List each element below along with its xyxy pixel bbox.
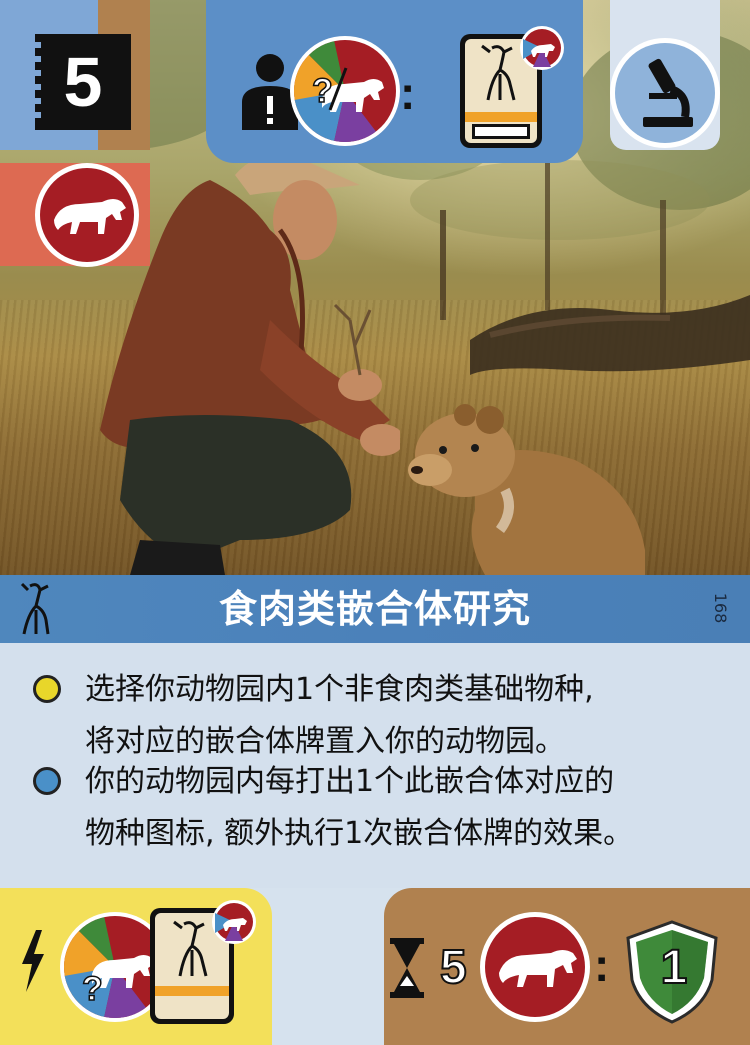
- yellow-dot-icon: [33, 675, 61, 703]
- title-banner: [0, 575, 750, 643]
- effect-text-area: [0, 643, 750, 888]
- person-alert-icon: [242, 54, 298, 130]
- requirement-colon: :: [400, 67, 416, 119]
- effect-1-line-2: 将对应的嵌合体牌置入你的动物园。: [85, 724, 565, 759]
- effect-2-line-2: 物种图标, 额外执行1次嵌合体牌的效果。: [85, 816, 634, 851]
- bottom-colon: :: [594, 939, 610, 991]
- cost-value: 5: [63, 43, 103, 121]
- multicolor-predator-small-icon: [520, 26, 564, 70]
- effect-2-line-1: 你的动物园内每打出1个此嵌合体对应的: [85, 764, 615, 799]
- hourglass-amount: 5: [439, 940, 468, 995]
- effect-1-line-1: 选择你动物园内1个非食肉类基础物种,: [85, 672, 594, 707]
- card-title: 食肉类嵌合体研究: [218, 587, 531, 631]
- predator-tag-icon: [35, 163, 139, 267]
- cost-box: [31, 34, 131, 130]
- mandrake-icon: [20, 582, 50, 635]
- blue-dot-icon: [33, 767, 61, 795]
- shield-icon: [626, 920, 718, 1024]
- multicolor-predator-bottom-small-icon: [212, 900, 256, 944]
- lightning-icon: [22, 930, 44, 992]
- predator-bottom-icon: [480, 912, 590, 1022]
- microscope-icon: [610, 38, 720, 148]
- effect-2: 你的动物园内每打出1个此嵌合体对应的 物种图标, 额外执行1次嵌合体牌的效果。: [85, 756, 725, 860]
- hourglass-icon: [390, 938, 424, 998]
- shield-value: 1: [660, 940, 689, 995]
- effect-1: 选择你动物园内1个非食肉类基础物种, 将对应的嵌合体牌置入你的动物园。: [85, 664, 725, 768]
- svg-text:?: ?: [312, 72, 333, 110]
- multicolor-predator-question-icon: ?: [290, 36, 400, 146]
- card-number: 168: [711, 592, 730, 624]
- svg-text:?: ?: [82, 970, 103, 1008]
